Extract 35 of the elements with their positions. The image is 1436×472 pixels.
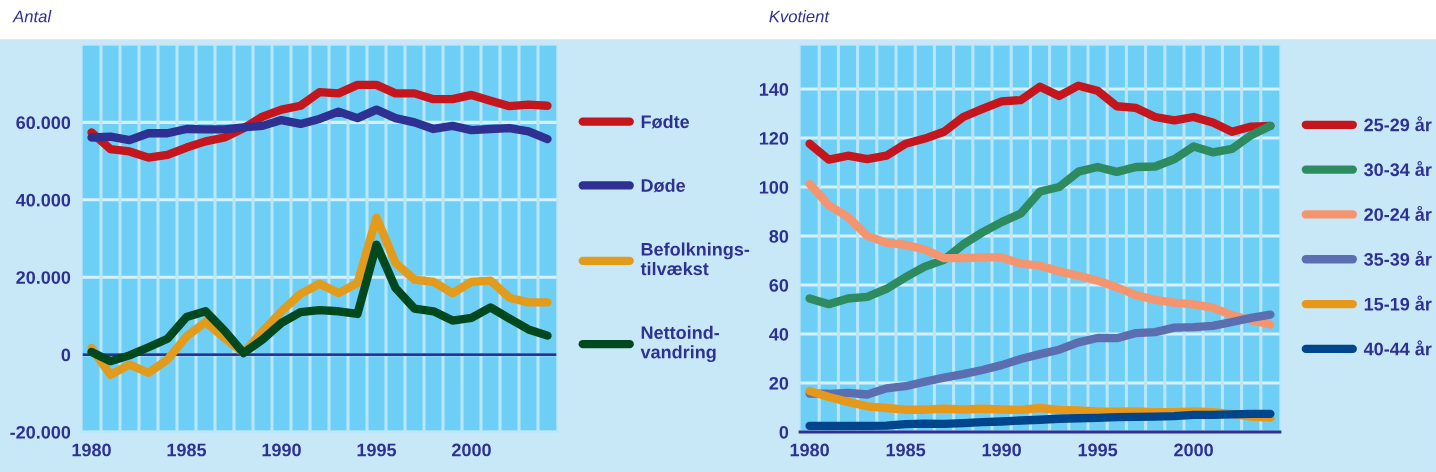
- legend-label: Befolknings- tilvækst: [640, 242, 750, 276]
- y-tick-label: 20: [769, 376, 789, 390]
- x-tick-label: 1995: [357, 443, 397, 457]
- y-axis-title: Kvotient: [769, 10, 830, 23]
- y-tick-label: 80: [769, 229, 789, 243]
- x-tick-label: 1985: [167, 443, 207, 457]
- x-tick-label: 1980: [72, 443, 111, 457]
- legend-label: 25-29 år: [1364, 116, 1432, 132]
- y-axis-title: Antal: [12, 10, 52, 23]
- y-tick-label: 0: [779, 425, 789, 439]
- x-tick-label: 2000: [1174, 443, 1213, 457]
- y-tick-label: 0: [61, 348, 71, 362]
- y-tick-label: 100: [759, 181, 789, 194]
- x-tick-label: 1980: [790, 443, 829, 457]
- legend-label: Døde: [641, 178, 686, 193]
- y-tick-label: 40.000: [15, 193, 71, 207]
- legend-label: 40-44 år: [1363, 340, 1432, 356]
- y-tick-label: 60.000: [16, 116, 71, 130]
- x-tick-label: 1990: [262, 443, 301, 457]
- x-tick-label: 1990: [982, 443, 1021, 457]
- legend-label: 20-24 år: [1364, 205, 1432, 221]
- legend-label: Fødte: [641, 114, 690, 129]
- y-tick-label: 40: [769, 327, 789, 341]
- legend-label: 30-34 år: [1364, 161, 1432, 177]
- legend-label: 15-19 år: [1364, 295, 1432, 311]
- y-tick-label: 20.000: [16, 271, 71, 284]
- y-tick-label: 60: [769, 278, 789, 292]
- y-tick-label: 140: [759, 83, 789, 96]
- x-tick-label: 1985: [886, 443, 926, 457]
- legend-label: Nettoind- vandring: [640, 325, 720, 363]
- x-tick-label: 1995: [1078, 443, 1118, 457]
- legend-label: 35-39 år: [1364, 250, 1432, 266]
- x-tick-label: 2000: [452, 443, 491, 457]
- y-tick-label: -20.000: [10, 425, 71, 439]
- y-tick-label: 120: [759, 132, 789, 145]
